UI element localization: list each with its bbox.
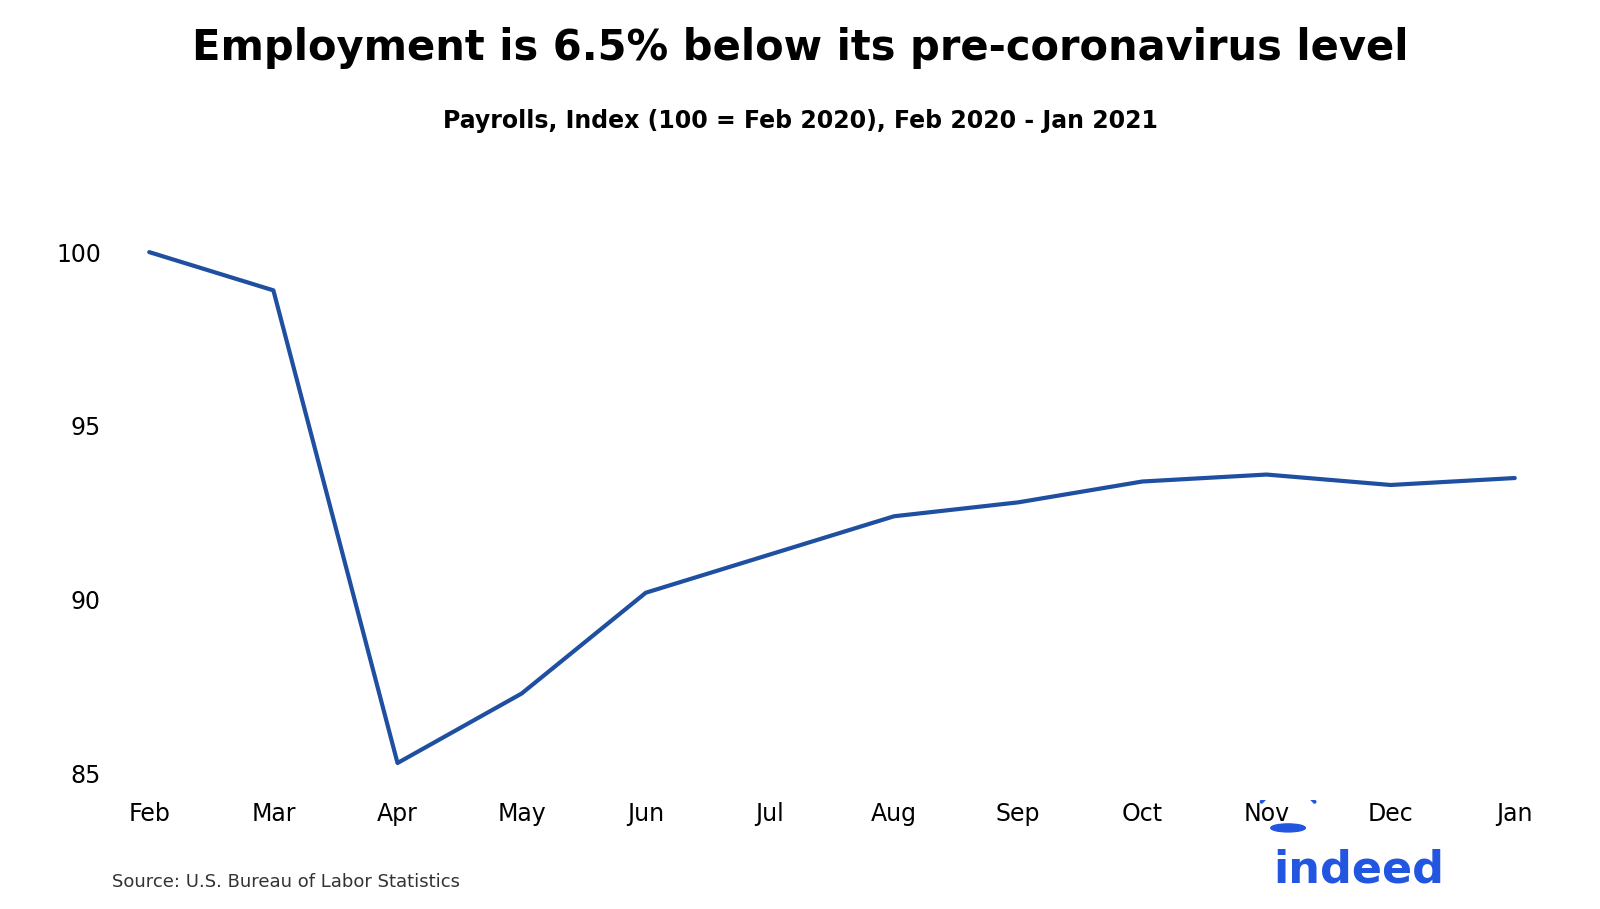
Text: Employment is 6.5% below its pre-coronavirus level: Employment is 6.5% below its pre-coronav… xyxy=(192,27,1408,69)
Text: Payrolls, Index (100 = Feb 2020), Feb 2020 - Jan 2021: Payrolls, Index (100 = Feb 2020), Feb 20… xyxy=(443,109,1157,133)
Circle shape xyxy=(1270,824,1306,832)
Text: indeed: indeed xyxy=(1274,849,1443,892)
Text: Source: U.S. Bureau of Labor Statistics: Source: U.S. Bureau of Labor Statistics xyxy=(112,873,461,891)
